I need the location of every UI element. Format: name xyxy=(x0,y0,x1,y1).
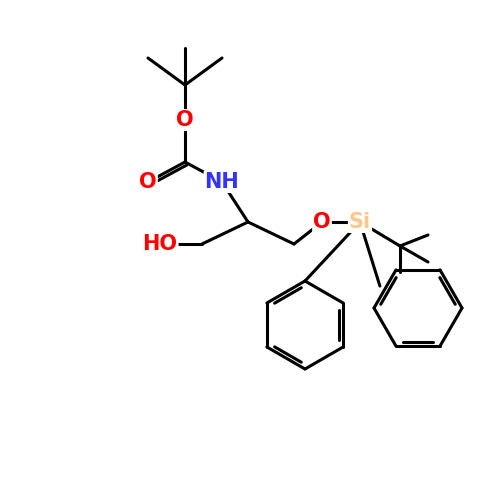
Text: O: O xyxy=(176,110,194,130)
Text: NH: NH xyxy=(204,172,240,192)
Text: Si: Si xyxy=(349,212,371,232)
Text: HO: HO xyxy=(142,234,178,254)
Text: O: O xyxy=(313,212,331,232)
Text: O: O xyxy=(139,172,157,192)
